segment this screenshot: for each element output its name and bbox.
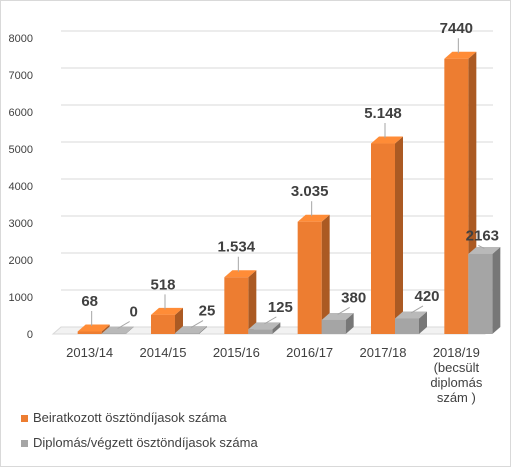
x-tick-label: 2016/17 [286, 345, 333, 360]
x-tick-label: 2013/14 [66, 345, 113, 360]
bar-top [151, 307, 183, 315]
bar-top [248, 322, 281, 330]
bar-side [248, 270, 257, 334]
data-label: 420 [414, 288, 439, 305]
bar-side [321, 214, 330, 334]
legend-label: Diplomás/végzett ösztöndíjasok száma [33, 435, 258, 450]
bar [297, 221, 322, 334]
legend-swatch [21, 440, 28, 447]
bar-side [175, 307, 183, 334]
data-label: 68 [81, 293, 98, 310]
data-label: 3.035 [291, 183, 329, 200]
data-label: 518 [150, 276, 175, 293]
y-tick-label: 0 [27, 329, 33, 341]
bar-side [492, 246, 501, 334]
y-tick-label: 6000 [9, 107, 33, 119]
y-tick-label: 3000 [9, 218, 33, 230]
y-tick-label: 1000 [9, 292, 33, 304]
x-tick-label: 2015/16 [213, 345, 260, 360]
data-label: 2163 [466, 227, 499, 244]
bar-top [101, 326, 134, 334]
bar-top [297, 214, 330, 222]
bar [395, 318, 419, 334]
data-label: 125 [268, 299, 293, 316]
bar-top [468, 246, 501, 254]
bar-top [371, 136, 403, 144]
x-tick-label: 2017/18 [360, 345, 407, 360]
leader-line [117, 321, 130, 329]
data-label: 25 [199, 303, 216, 320]
leader-line [190, 320, 204, 329]
leader-line [264, 316, 277, 325]
bar [371, 143, 395, 334]
y-tick-label: 4000 [9, 181, 33, 193]
bar [321, 319, 346, 334]
leader-line [478, 245, 485, 249]
bar-top [77, 324, 110, 332]
bar-top [224, 270, 257, 278]
data-label: 380 [341, 289, 366, 306]
bar-top [321, 312, 354, 320]
data-label: 1.534 [218, 239, 256, 256]
bar [224, 277, 249, 334]
bar [248, 329, 273, 334]
legend-swatch [21, 415, 28, 422]
data-label: 7440 [440, 20, 473, 37]
x-tick-label: 2018/19 (becsült diplomás szám ) [430, 345, 483, 405]
y-tick-label: 7000 [9, 70, 33, 82]
bar [77, 331, 102, 334]
bar-top [444, 51, 477, 59]
bar [101, 333, 126, 334]
bar [444, 58, 469, 334]
bar [151, 314, 175, 334]
bar [468, 253, 493, 334]
legend-label: Beiratkozott ösztöndíjasok száma [33, 410, 227, 425]
bar-side [199, 326, 207, 334]
y-tick-label: 2000 [9, 255, 33, 267]
leader-line [410, 305, 424, 314]
data-label: 5.148 [364, 105, 402, 122]
bar-side [419, 311, 427, 334]
leader-line [337, 307, 350, 315]
y-tick-label: 8000 [9, 33, 33, 45]
bar-top [175, 326, 207, 334]
bar-side [345, 312, 354, 334]
bar-side [125, 326, 134, 334]
data-label: 0 [129, 304, 137, 321]
bar [175, 333, 199, 334]
bar-side [101, 324, 110, 334]
bar-side [272, 322, 281, 334]
bar-top [395, 311, 427, 319]
y-tick-label: 5000 [9, 144, 33, 156]
bar-side [395, 136, 403, 334]
x-tick-label: 2014/15 [140, 345, 187, 360]
